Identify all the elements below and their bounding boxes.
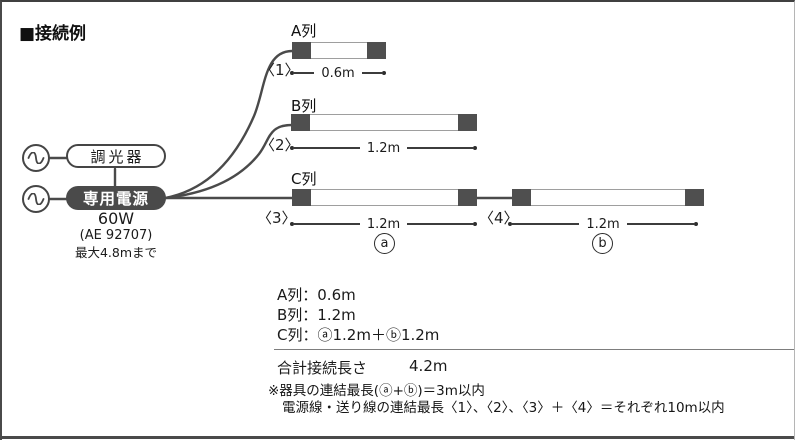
power-max-length: 最大4.8mまで <box>74 245 158 260</box>
segment-a-mark: a <box>374 233 395 254</box>
note-fixture-max: ※器具の連結最長(ⓐ+ⓑ)＝3m以内 <box>268 383 485 399</box>
dimension-row-c-a: 1.2m <box>290 217 477 231</box>
connector-tag-3: 〈3〉 <box>257 209 297 227</box>
total-length-row: 合計接続長さ 4.2m <box>277 357 447 378</box>
page-title: ■接続例 <box>19 24 87 44</box>
power-model-number: (AE 92707) <box>79 228 153 243</box>
dimension-row-a: 0.6m <box>290 66 386 80</box>
ac-source-icon <box>22 185 50 213</box>
dimension-label: 1.2m <box>366 140 401 156</box>
row-a-label: A列 <box>291 22 317 40</box>
dimmer-box: 調光器 <box>66 144 166 168</box>
segment-b-mark: b <box>592 233 613 254</box>
end-cap <box>367 42 386 59</box>
end-cap <box>292 189 311 206</box>
total-length-label: 合計接続長さ <box>277 359 368 377</box>
dimension-label: 1.2m <box>586 216 620 232</box>
dimension-row-b: 1.2m <box>290 141 477 155</box>
note-cable-max: 電源線・送り線の連結最長〈1〉、〈2〉、〈3〉＋〈4〉＝それぞれ10m以内 <box>282 400 725 416</box>
summary-row-b: B列：1.2m <box>277 306 356 324</box>
end-cap <box>458 114 477 131</box>
end-cap <box>292 42 311 59</box>
ac-source-icon <box>22 144 50 172</box>
power-wattage: 60W <box>97 209 135 228</box>
end-cap <box>458 189 477 206</box>
summary-divider <box>274 349 794 351</box>
power-supply-box: 専用電源 <box>66 186 166 210</box>
light-bar-c-segment-a <box>292 189 477 206</box>
summary-row-a: A列：0.6m <box>277 286 356 304</box>
end-cap <box>685 189 704 206</box>
light-bar-a <box>292 42 386 59</box>
end-cap <box>512 189 531 206</box>
dimension-row-c-b: 1.2m <box>508 217 698 231</box>
bottom-rule <box>2 436 794 439</box>
light-bar-b <box>291 114 477 131</box>
connector-tag-2: 〈2〉 <box>260 136 300 154</box>
end-cap <box>291 114 310 131</box>
connector-tag-1: 〈1〉 <box>260 61 300 79</box>
total-length-value: 4.2m <box>409 357 448 375</box>
dimension-label: 1.2m <box>366 216 401 232</box>
summary-row-c: C列：ⓐ1.2m＋ⓑ1.2m <box>277 326 440 344</box>
row-c-label: C列 <box>291 170 317 188</box>
light-bar-c-segment-b <box>512 189 704 206</box>
dimension-label: 0.6m <box>321 65 355 81</box>
row-b-label: B列 <box>291 97 317 115</box>
